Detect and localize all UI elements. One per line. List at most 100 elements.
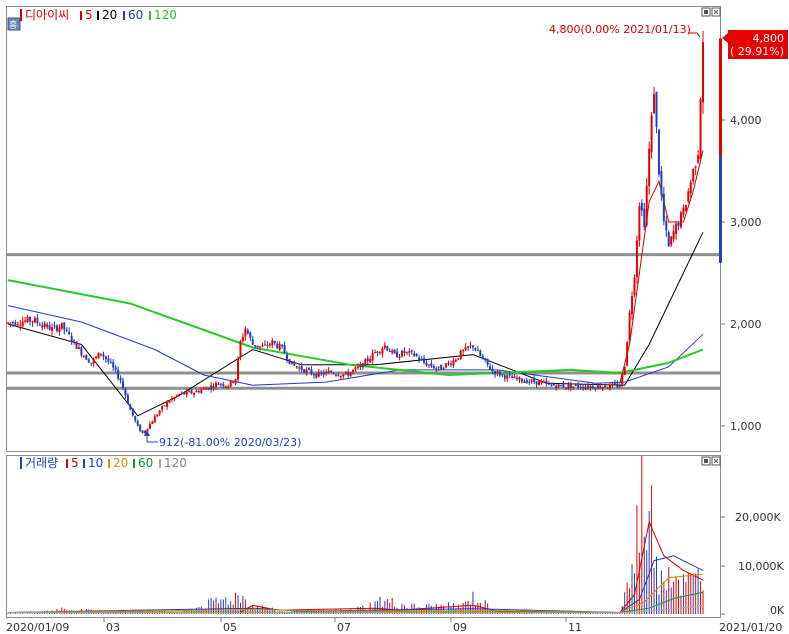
candle-body [596, 385, 599, 389]
candle-body [19, 324, 22, 326]
candle-body [425, 362, 428, 366]
candle-body [330, 370, 333, 373]
candle-body [21, 321, 24, 327]
price-tick-label: 1,000 [730, 420, 762, 433]
candle-body [75, 341, 78, 349]
candle-body [170, 398, 173, 401]
price-legend: 흥 디아이씨 5 20 60 120 [7, 8, 177, 31]
current-price: 4,800 [753, 32, 785, 45]
x-tick-label: 11 [568, 621, 582, 634]
price-ma5-line [619, 150, 704, 384]
candle-body [114, 367, 117, 370]
candle-body [229, 380, 232, 387]
candle-body [506, 375, 509, 379]
volume-tick-label: 10,000K [738, 560, 784, 573]
price-ma120-line [7, 279, 704, 377]
candle-body [73, 340, 76, 342]
horizontal-level-lines [7, 253, 720, 390]
candle-body [567, 384, 570, 389]
legend-ma60: 60 [128, 8, 143, 22]
candle-body [344, 372, 347, 374]
candle-body [334, 374, 337, 376]
candle-body [178, 394, 181, 396]
candle-body [525, 380, 528, 384]
candle-body [63, 322, 66, 330]
candle-body [263, 344, 266, 346]
candle-body [518, 377, 521, 380]
candle-body [288, 359, 291, 364]
legend-ma5: 5 [85, 8, 93, 22]
candle-body [70, 335, 73, 342]
candle-body [381, 348, 384, 354]
candle-body [623, 367, 626, 376]
candle-body [452, 360, 455, 366]
candle-body [197, 391, 200, 393]
candle-body [371, 352, 374, 361]
candle-body [484, 358, 487, 360]
candle-body [653, 94, 656, 114]
candle-body [31, 321, 34, 323]
candle-body [513, 376, 516, 379]
candle-body [538, 381, 541, 386]
candle-body [244, 328, 247, 337]
candle-body [102, 353, 105, 357]
candle-body [308, 367, 311, 370]
candle-body [268, 344, 271, 346]
candle-body [508, 374, 511, 376]
candle-body [190, 390, 193, 394]
candle-body [342, 374, 345, 377]
candle-body [237, 358, 240, 380]
chart-type-icon[interactable] [7, 17, 21, 31]
candle-body [449, 363, 452, 365]
candle-body [134, 416, 137, 421]
candle-body [572, 386, 575, 388]
candle-body [388, 350, 391, 352]
volume-ma20-line [7, 573, 704, 614]
candle-body [303, 369, 306, 373]
candle-body [369, 359, 372, 363]
candle-body [210, 385, 213, 390]
candle-body [364, 359, 367, 366]
x-axis: 2020/01/09 03 05 07 09 11 2021/01/20 [6, 618, 782, 634]
candle-body [650, 115, 653, 153]
candle-body [36, 317, 39, 323]
candle-body [689, 182, 692, 194]
candle-body [621, 373, 624, 386]
candle-body [185, 391, 188, 395]
candle-body [354, 367, 357, 370]
candle-body [523, 381, 526, 384]
candle-body [655, 91, 658, 127]
high-annotation-text: 4,800(0.00% 2021/01/13) [549, 23, 691, 36]
volume-bars [7, 456, 704, 614]
candle-body [41, 325, 44, 328]
candle-body [540, 381, 543, 383]
candle-body [660, 171, 663, 195]
candle-body [153, 416, 156, 423]
candle-body [241, 336, 244, 342]
candle-body [55, 325, 58, 331]
candle-body [219, 383, 222, 385]
candle-body [672, 231, 675, 240]
candle-body [589, 386, 592, 389]
candle-body [349, 372, 352, 377]
candle-body [528, 381, 531, 383]
candle-body [95, 356, 98, 359]
candle-body [148, 423, 151, 429]
candle-body [611, 383, 614, 386]
volume-moving-averages [7, 520, 704, 614]
candle-body [396, 351, 399, 358]
candle-body [633, 277, 636, 296]
x-tick-label: 2020/01/09 [6, 621, 69, 634]
candle-body [662, 193, 665, 222]
candle-body [26, 317, 29, 322]
volume-tick-label: 0K [770, 604, 785, 617]
candle-body [234, 378, 237, 384]
candle-body [697, 155, 700, 163]
candle-body [400, 350, 403, 357]
candle-body [481, 355, 484, 359]
candle-body [222, 384, 225, 386]
candle-body [224, 385, 227, 388]
candle-body [427, 364, 430, 366]
candle-body [677, 223, 680, 226]
price-tick-label: 2,000 [730, 318, 762, 331]
